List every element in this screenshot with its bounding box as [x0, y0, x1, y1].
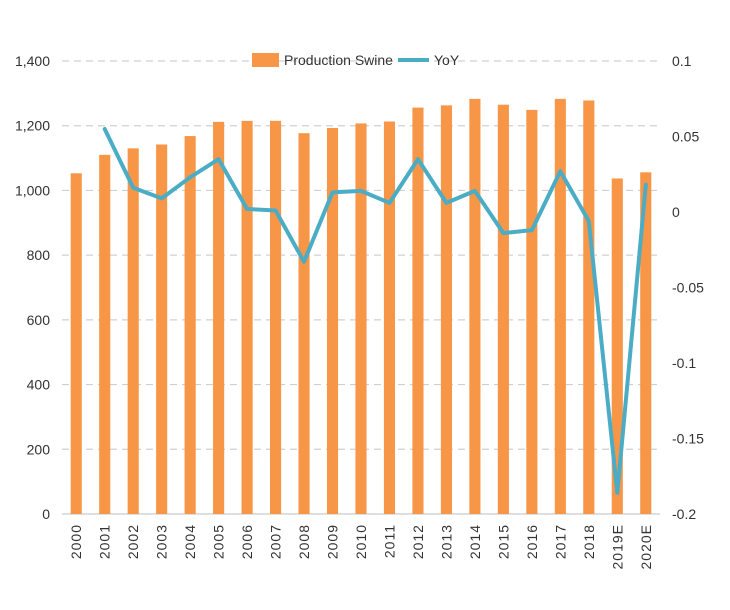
bar: [383, 121, 396, 514]
x-tick-label: 2002: [125, 524, 141, 559]
x-axis: 2000 2001 2002 2003 2004 2005 2006 2007 2008 2009…: [68, 524, 654, 569]
x-tick-label: 2015: [495, 524, 511, 559]
x-tick-label: 2016: [524, 524, 540, 559]
left-tick-label: 1,000: [15, 182, 50, 198]
x-tick-label: 2020E: [638, 524, 654, 569]
right-tick-label: 0: [672, 204, 680, 220]
bar: [298, 133, 310, 514]
bar-series-production-swine: [70, 98, 652, 515]
bar: [440, 105, 452, 514]
x-tick-label: 2010: [353, 524, 369, 559]
legend-label-yoy: YoY: [434, 52, 460, 68]
left-tick-label: 400: [27, 377, 51, 393]
x-tick-label: 2001: [97, 524, 113, 559]
bar: [156, 144, 168, 514]
left-tick-label: 800: [27, 247, 51, 263]
x-tick-label: 2018: [581, 524, 597, 559]
x-tick-label: 2007: [268, 524, 284, 559]
yoy-line: [102, 127, 648, 495]
bar: [270, 120, 282, 514]
bar: [412, 107, 424, 514]
right-tick-label: -0.15: [672, 431, 704, 447]
x-tick-label: 2014: [467, 524, 483, 559]
left-tick-label: 1,200: [15, 118, 50, 134]
left-tick-label: 0: [42, 506, 50, 522]
bar: [469, 98, 481, 515]
bar: [326, 127, 339, 515]
bar: [640, 172, 652, 514]
left-tick-label: 200: [27, 441, 51, 457]
bar: [70, 173, 82, 514]
bar: [583, 100, 595, 515]
left-tick-label: 600: [27, 312, 51, 328]
x-tick-label: 2017: [552, 524, 568, 559]
x-tick-label: 2009: [325, 524, 341, 559]
right-tick-label: 0.05: [672, 129, 699, 145]
x-tick-label: 2006: [239, 524, 255, 559]
bar: [184, 136, 196, 514]
x-tick-label: 2012: [410, 524, 426, 559]
x-tick-label: 2004: [182, 524, 198, 559]
right-tick-label: -0.1: [672, 355, 696, 371]
left-axis: 0 200 400 600 800 1,000 1,200 1,400: [15, 53, 50, 522]
x-tick-label: 2019E: [609, 524, 625, 569]
right-axis: -0.2 -0.15 -0.1 -0.05 0 0.05 0.1: [672, 53, 704, 522]
x-tick-label: 2011: [381, 524, 397, 558]
x-tick-label: 2003: [154, 524, 170, 559]
x-tick-label: 2000: [68, 524, 84, 559]
bar: [554, 98, 566, 515]
right-tick-label: -0.2: [672, 506, 696, 522]
legend-swatch-production-swine: [252, 53, 279, 67]
bar: [99, 154, 111, 515]
bar: [526, 109, 538, 514]
bar: [611, 178, 623, 514]
left-tick-label: 1,400: [15, 53, 50, 69]
bar: [213, 121, 225, 515]
legend: Production Swine YoY: [252, 52, 460, 68]
x-tick-label: 2008: [296, 524, 312, 559]
right-tick-label: -0.05: [672, 280, 704, 296]
x-tick-label: 2005: [211, 524, 227, 559]
legend-label-production-swine: Production Swine: [284, 52, 393, 68]
bar: [127, 148, 139, 514]
bar: [355, 123, 367, 515]
x-tick-label: 2013: [438, 524, 454, 559]
bar: [497, 104, 509, 515]
right-tick-label: 0.1: [672, 53, 692, 69]
line-series-yoy: [102, 127, 648, 495]
bar: [241, 120, 253, 514]
